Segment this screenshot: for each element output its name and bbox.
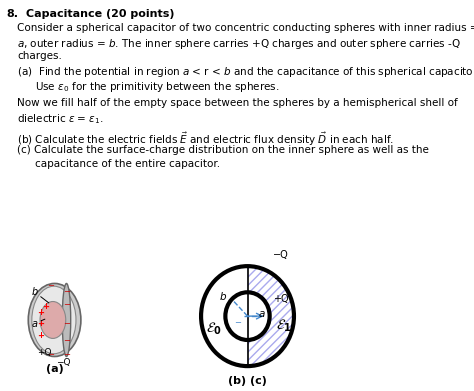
Text: −Q: −Q [56, 358, 71, 367]
Text: Now we fill half of the empty space between the spheres by a hemispherical shell: Now we fill half of the empty space betw… [17, 98, 458, 108]
Ellipse shape [62, 283, 71, 357]
Text: Capacitance (20 points): Capacitance (20 points) [26, 9, 174, 18]
Text: $a$: $a$ [258, 309, 266, 319]
Polygon shape [247, 266, 294, 366]
Text: (a)  Find the potential in region $a$ < r < $b$ and the capacitance of this sphe: (a) Find the potential in region $a$ < r… [17, 65, 474, 79]
Text: $b$: $b$ [219, 290, 227, 302]
Text: (b) Calculate the electric fields $\vec{E}$ and electric flux density $\vec{D}$ : (b) Calculate the electric fields $\vec{… [17, 131, 394, 148]
Text: +: + [37, 319, 44, 328]
Text: Use $\varepsilon_0$ for the primitivity between the spheres.: Use $\varepsilon_0$ for the primitivity … [35, 80, 279, 94]
Text: −Q: −Q [273, 250, 289, 260]
Text: capacitance of the entire capacitor.: capacitance of the entire capacitor. [35, 159, 220, 169]
Text: (c) Calculate the surface-charge distribution on the inner sphere as well as the: (c) Calculate the surface-charge distrib… [17, 145, 429, 155]
Text: −: − [64, 350, 71, 359]
Text: −: − [64, 287, 71, 296]
Text: +Q: +Q [36, 348, 51, 357]
Text: −: − [64, 319, 71, 328]
Text: $\mathbf{\mathcal{E}_1}$: $\mathbf{\mathcal{E}_1}$ [276, 318, 292, 334]
Text: (a): (a) [46, 364, 64, 374]
Text: Consider a spherical capacitor of two concentric conducting spheres with inner r: Consider a spherical capacitor of two co… [17, 23, 474, 33]
Text: −: − [47, 350, 55, 359]
Text: $\mathbf{\mathcal{E}_0}$: $\mathbf{\mathcal{E}_0}$ [206, 320, 222, 337]
Text: charges.: charges. [17, 51, 62, 61]
Text: 8.: 8. [6, 9, 18, 18]
Ellipse shape [32, 286, 76, 354]
Text: (b) (c): (b) (c) [228, 376, 267, 386]
Ellipse shape [28, 283, 81, 357]
Text: −: − [234, 319, 241, 328]
Circle shape [225, 292, 270, 340]
Text: −: − [64, 337, 71, 346]
Circle shape [201, 266, 294, 366]
Text: −: − [47, 281, 55, 290]
Text: +: + [37, 308, 44, 317]
Text: $a$, outer radius = $b$. The inner sphere carries +Q charges and outer sphere ca: $a$, outer radius = $b$. The inner spher… [17, 37, 461, 51]
Text: $b$: $b$ [31, 285, 39, 297]
Text: dielectric $\varepsilon$ = $\varepsilon_1$.: dielectric $\varepsilon$ = $\varepsilon_… [17, 112, 104, 126]
Text: +Q: +Q [273, 294, 289, 305]
Text: $a$: $a$ [31, 319, 38, 329]
Text: −: − [64, 300, 71, 309]
Text: +: + [37, 331, 44, 340]
Text: +: + [42, 302, 49, 311]
Ellipse shape [40, 301, 66, 339]
Polygon shape [201, 266, 247, 366]
